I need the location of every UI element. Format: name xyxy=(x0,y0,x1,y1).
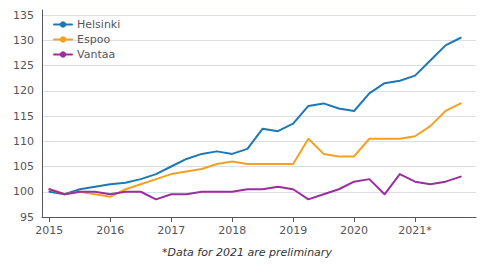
svg-text:95: 95 xyxy=(20,211,34,224)
svg-text:135: 135 xyxy=(13,9,34,22)
svg-text:125: 125 xyxy=(13,59,34,72)
svg-text:2021*: 2021* xyxy=(398,224,432,237)
svg-text:Helsinki: Helsinki xyxy=(77,18,120,31)
svg-text:2017: 2017 xyxy=(157,224,185,237)
svg-text:Vantaa: Vantaa xyxy=(77,48,115,61)
svg-text:130: 130 xyxy=(13,34,34,47)
svg-text:110: 110 xyxy=(13,135,34,148)
svg-text:2015: 2015 xyxy=(35,224,63,237)
svg-text:2018: 2018 xyxy=(218,224,246,237)
svg-text:Espoo: Espoo xyxy=(77,33,110,46)
svg-text:120: 120 xyxy=(13,84,34,97)
svg-text:115: 115 xyxy=(13,110,34,123)
svg-text:2019: 2019 xyxy=(279,224,307,237)
svg-text:*Data for 2021 are preliminary: *Data for 2021 are preliminary xyxy=(162,246,332,259)
svg-text:100: 100 xyxy=(13,185,34,198)
svg-text:2020: 2020 xyxy=(340,224,368,237)
svg-text:2016: 2016 xyxy=(96,224,124,237)
svg-text:105: 105 xyxy=(13,160,34,173)
